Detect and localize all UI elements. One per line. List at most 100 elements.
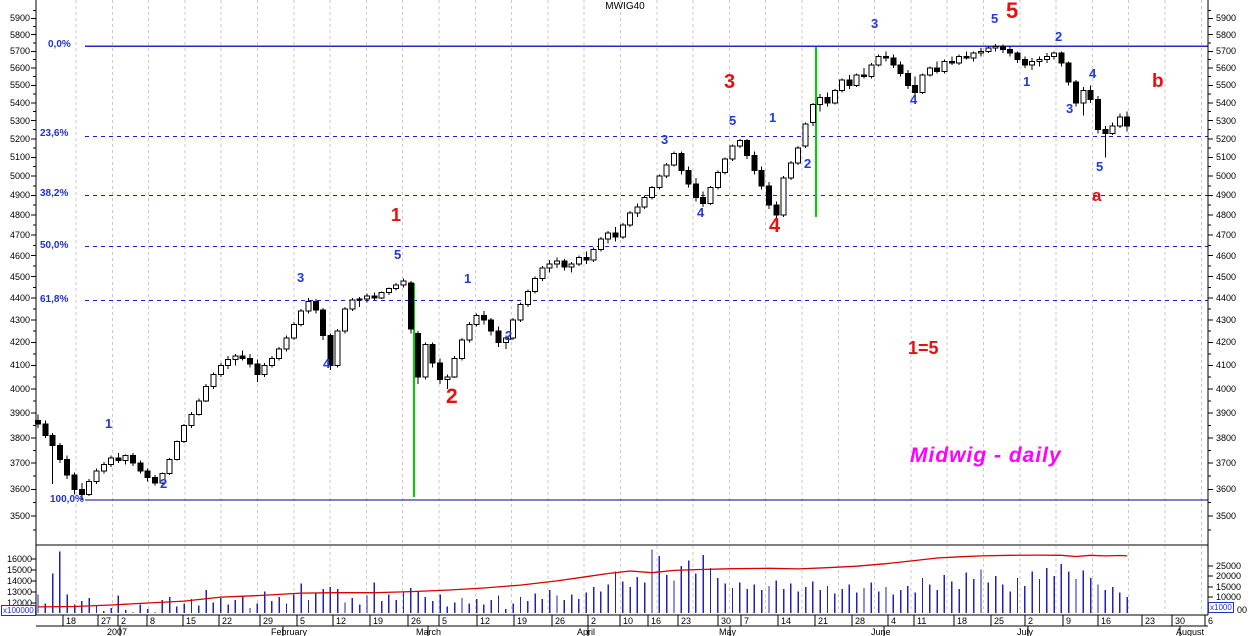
candle-body xyxy=(787,162,794,179)
wave-label-red-4: 4 xyxy=(769,215,781,237)
x-axis-day-label: 16 xyxy=(1101,616,1112,626)
price-axis-label-left: 4500 xyxy=(9,271,30,282)
price-axis-label-left: 5900 xyxy=(9,13,30,24)
price-axis-label-right: 4000 xyxy=(1216,383,1237,394)
candle-body xyxy=(268,357,275,366)
candle-body xyxy=(670,153,677,166)
x-axis-day-label: 5 xyxy=(442,616,448,626)
candle-body xyxy=(261,364,268,376)
candle-body xyxy=(824,97,831,104)
price-axis-label-right: 5400 xyxy=(1216,97,1237,108)
candle-body xyxy=(510,319,517,339)
candle-body xyxy=(685,169,692,185)
candle-body xyxy=(861,74,868,78)
candle-body xyxy=(634,206,641,214)
candle-body xyxy=(963,55,970,59)
candle-body xyxy=(64,458,71,476)
wave-label-blue-4: 4 xyxy=(1089,66,1097,81)
price-axis-label-left: 3800 xyxy=(9,432,30,443)
candle-body xyxy=(173,441,180,460)
candle-body xyxy=(831,90,838,104)
wave-label-blue-3: 3 xyxy=(871,16,879,31)
candle-body xyxy=(897,64,904,74)
price-axis-label-left: 5800 xyxy=(9,29,30,40)
price-axis-label-left: 5600 xyxy=(9,63,30,74)
x-axis-day-label: 27 xyxy=(101,616,112,626)
candle-body xyxy=(977,50,984,54)
candle-body xyxy=(575,257,582,265)
wave-label-red-1=5: 1=5 xyxy=(908,338,939,358)
fib-level-label: 61,8% xyxy=(40,294,69,305)
price-axis-label-right: 5100 xyxy=(1216,152,1237,163)
candle-body xyxy=(480,315,487,321)
price-axis-label-right: 3800 xyxy=(1216,432,1237,443)
x-axis-month-label: June xyxy=(871,627,891,636)
candle-body xyxy=(773,204,780,216)
price-axis-label-right: 3700 xyxy=(1216,458,1237,469)
x-axis-day-label: 16 xyxy=(651,616,662,626)
candle-body xyxy=(1036,59,1043,62)
volume-multiplier-right: x1000 xyxy=(1208,602,1234,613)
candle-body xyxy=(108,457,115,466)
price-axis-label-left: 3500 xyxy=(9,511,30,522)
x-axis-day-label: 22 xyxy=(222,616,233,626)
price-axis-label-right: 3500 xyxy=(1216,511,1237,522)
candle-body xyxy=(780,177,787,216)
candle-body xyxy=(941,60,948,73)
x-axis-day-label: 26 xyxy=(411,616,422,626)
candle-body xyxy=(276,348,283,359)
candle-body xyxy=(1051,52,1058,57)
candle-body xyxy=(999,45,1006,51)
candle-body xyxy=(71,474,78,490)
candle-body xyxy=(502,337,509,343)
candle-body xyxy=(181,424,188,443)
price-axis-label-left: 5000 xyxy=(9,171,30,182)
candle-body xyxy=(875,55,882,66)
candle-body xyxy=(217,364,224,376)
candle-body xyxy=(159,473,166,484)
candle-body xyxy=(853,74,860,86)
candle-body xyxy=(707,187,714,204)
candle-body xyxy=(327,335,334,366)
price-axis-label-right: 4500 xyxy=(1216,271,1237,282)
candle-body xyxy=(429,344,436,364)
price-axis-label-right: 5500 xyxy=(1216,80,1237,91)
volume-multiplier-left: x100000 xyxy=(1,605,36,616)
candle-body xyxy=(122,455,129,462)
wave-label-blue-4: 4 xyxy=(910,92,918,107)
candle-body xyxy=(839,79,846,92)
wave-label-blue-2: 2 xyxy=(804,156,812,171)
x-axis-day-label: 23 xyxy=(681,616,692,626)
candle-body xyxy=(970,52,977,59)
candle-body xyxy=(400,280,407,286)
price-axis-label-left: 3700 xyxy=(9,458,30,469)
x-axis-month-label: February xyxy=(271,627,308,636)
wave-label-red-3: 3 xyxy=(724,71,736,93)
volume-axis-fragment: 00 xyxy=(1237,605,1248,615)
price-axis-label-right: 5300 xyxy=(1216,115,1237,126)
candle-body xyxy=(210,374,217,388)
candle-body xyxy=(407,282,414,330)
candle-body xyxy=(656,175,663,189)
wave-label-blue-5: 5 xyxy=(394,247,402,262)
candle-body xyxy=(934,67,941,73)
price-axis-label-left: 5500 xyxy=(9,80,30,91)
x-axis-day-label: 12 xyxy=(480,616,491,626)
candle-body xyxy=(100,464,107,472)
x-axis-month-label: March xyxy=(416,627,442,636)
candle-body xyxy=(597,238,604,250)
candle-body xyxy=(926,67,933,76)
price-axis-label-left: 4300 xyxy=(9,314,30,325)
x-axis-day-label: 11 xyxy=(917,616,927,626)
price-axis-label-left: 5700 xyxy=(9,46,30,57)
candle-body xyxy=(458,339,465,359)
x-axis-day-label: 19 xyxy=(517,616,528,626)
candle-body xyxy=(246,357,253,365)
chart-title: MWIG40 xyxy=(605,1,645,12)
price-axis-label-right: 4200 xyxy=(1216,337,1237,348)
volume-axis-label-left: 16000 xyxy=(6,554,32,564)
price-axis-label-right: 4700 xyxy=(1216,230,1237,241)
price-axis-label-left: 5100 xyxy=(9,152,30,163)
price-axis-label-right: 5900 xyxy=(1216,13,1237,24)
wave-label-blue-1: 1 xyxy=(105,416,113,431)
